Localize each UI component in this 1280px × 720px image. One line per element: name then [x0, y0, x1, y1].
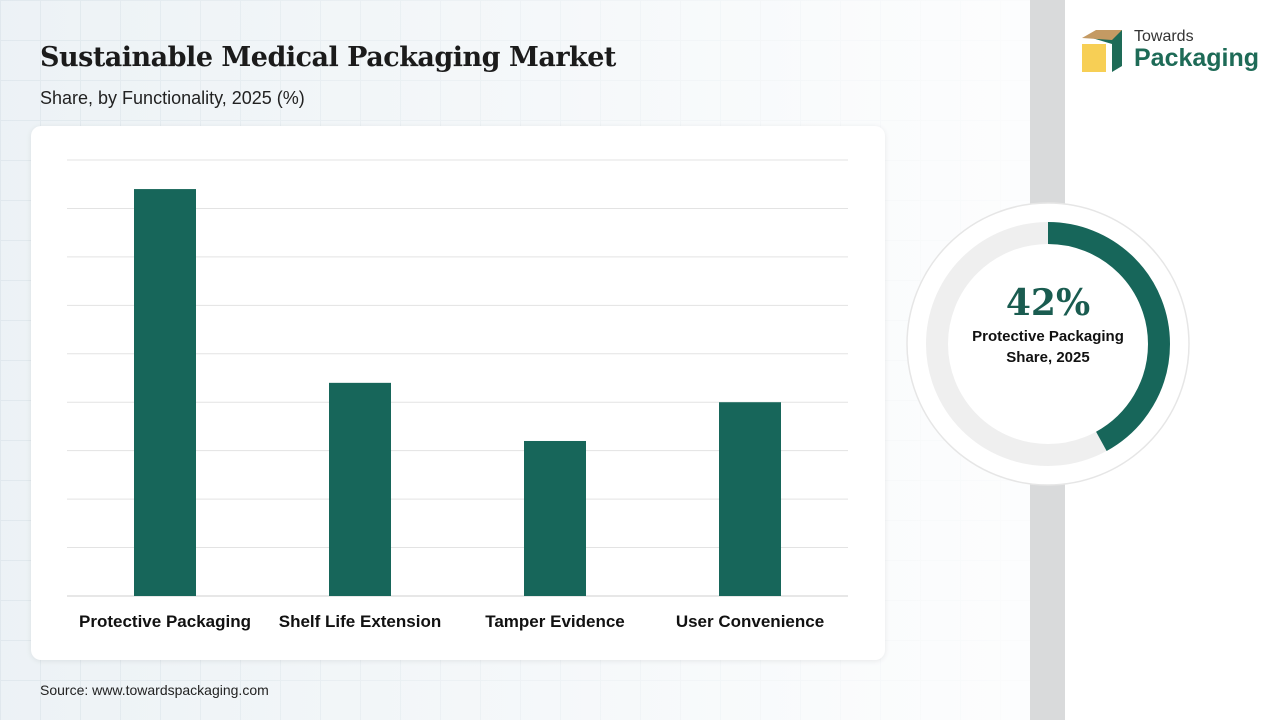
source-note: Source: www.towardspackaging.com — [40, 682, 269, 698]
donut-value: 42% — [1005, 282, 1091, 324]
bar-tamper-evidence — [524, 440, 586, 596]
logo-line1: Towards — [1134, 28, 1194, 45]
box-logo-icon — [1082, 30, 1122, 72]
donut-outer-ring — [906, 202, 1190, 486]
bar-chart: Protective Packaging Shelf Life Extensio… — [67, 159, 848, 631]
x-label-protective-packaging: Protective Packaging — [79, 612, 251, 631]
x-label-user-convenience: User Convenience — [676, 612, 824, 631]
donut-label: Protective Packaging Share, 2025 — [972, 328, 1124, 366]
donut-arc — [926, 222, 1170, 466]
donut-center: 42% Protective Packaging Share, 2025 — [968, 282, 1128, 368]
page-subtitle: Share, by Functionality, 2025 (%) — [40, 88, 305, 108]
x-label-shelf-life-extension: Shelf Life Extension — [279, 612, 441, 631]
page-title: Sustainable Medical Packaging Market — [40, 42, 616, 73]
bar-user-convenience — [719, 402, 781, 596]
towards-packaging-logo: Towards Packaging — [1082, 28, 1262, 78]
logo-line2: Packaging — [1134, 44, 1260, 72]
bar-shelf-life-extension — [329, 382, 391, 596]
donut-chart — [906, 202, 1190, 486]
bar-protective-packaging — [134, 189, 196, 597]
x-label-tamper-evidence: Tamper Evidence — [485, 612, 625, 631]
